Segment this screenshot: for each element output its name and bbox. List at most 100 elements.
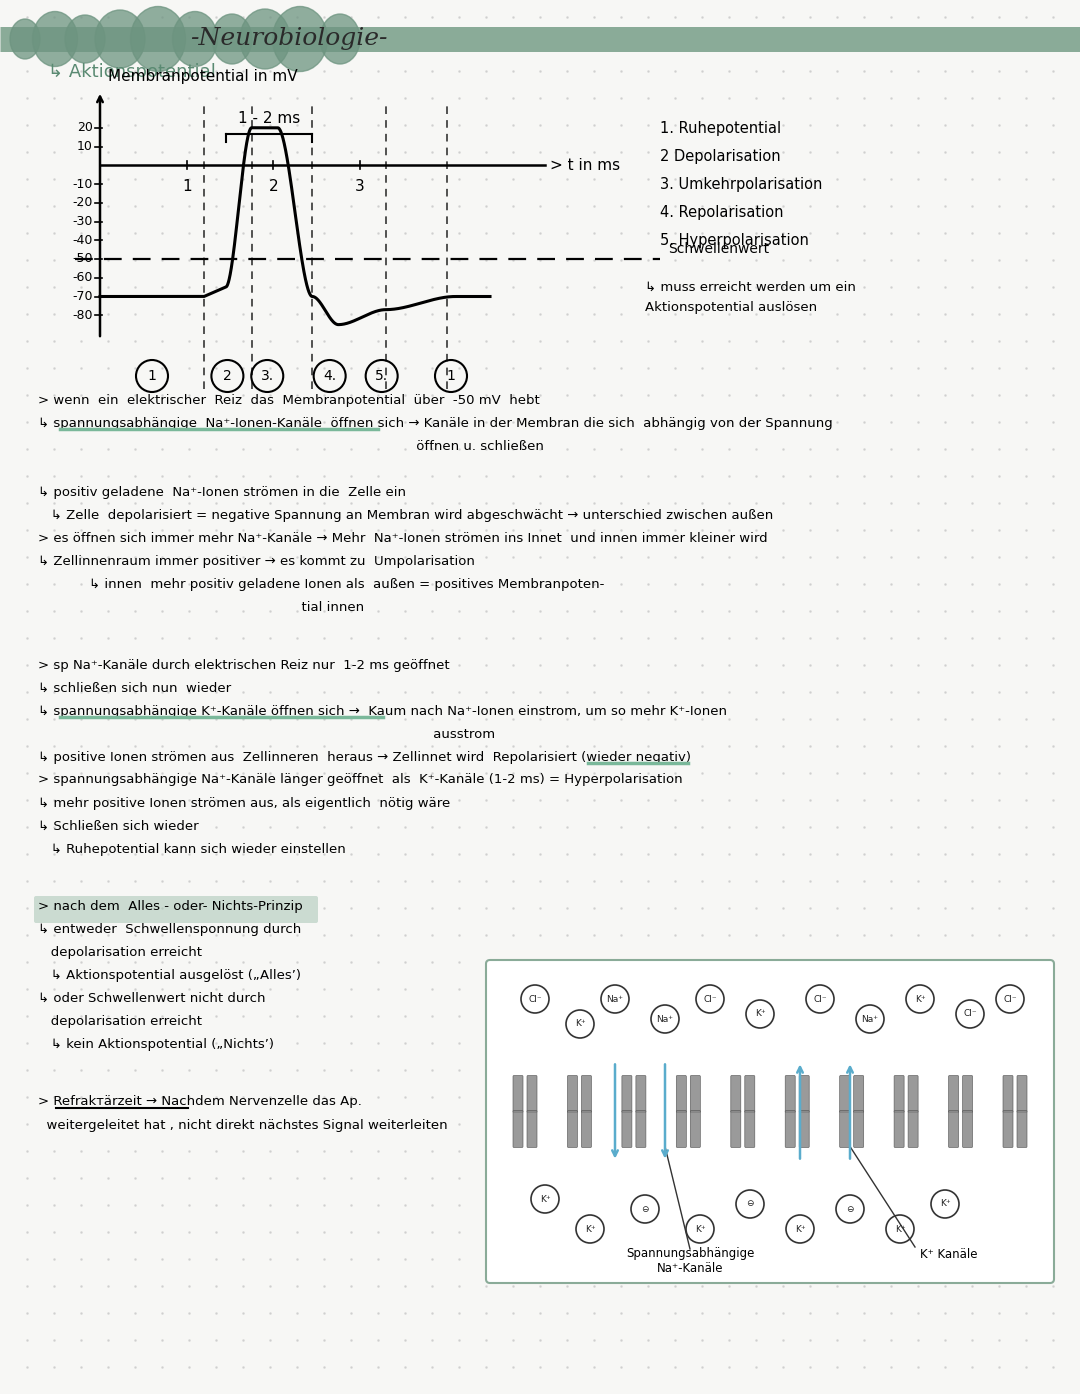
- FancyBboxPatch shape: [948, 1076, 959, 1112]
- Text: ↳ Zellinnenraum immer positiver → es kommt zu  Umpolarisation: ↳ Zellinnenraum immer positiver → es kom…: [38, 555, 475, 567]
- Text: > Refrakтärzeit → Nachdem Nervenzelle das Ap.: > Refrakтärzeit → Nachdem Nervenzelle da…: [38, 1096, 362, 1108]
- Text: K⁺ Kanäle: K⁺ Kanäle: [920, 1248, 977, 1260]
- Text: K⁺: K⁺: [584, 1224, 595, 1234]
- Text: 4.: 4.: [323, 369, 336, 383]
- Text: > wenn  ein  elektrischer  Reiz  das  Membranpotential  über  -50 mV  hebt: > wenn ein elektrischer Reiz das Membran…: [38, 395, 540, 407]
- FancyBboxPatch shape: [622, 1076, 632, 1112]
- Text: -70: -70: [72, 290, 93, 302]
- Ellipse shape: [240, 8, 291, 68]
- Text: ↳ positive Ionen strömen aus  Zellinneren  heraus → Zellinnet wird  Repolarisier: ↳ positive Ionen strömen aus Zellinneren…: [38, 750, 691, 764]
- FancyBboxPatch shape: [486, 960, 1054, 1282]
- FancyBboxPatch shape: [527, 1111, 537, 1147]
- Text: > t in ms: > t in ms: [550, 158, 620, 173]
- FancyBboxPatch shape: [908, 1076, 918, 1112]
- Ellipse shape: [173, 11, 217, 67]
- Ellipse shape: [32, 11, 78, 67]
- Text: weitergeleitet hat , nicht direkt nächstes Signal weiterleiten: weitergeleitet hat , nicht direkt nächst…: [38, 1118, 447, 1132]
- Text: K⁺: K⁺: [575, 1019, 585, 1029]
- Text: öffnen u. schließen: öffnen u. schließen: [38, 441, 544, 453]
- Ellipse shape: [10, 20, 40, 59]
- FancyBboxPatch shape: [853, 1111, 864, 1147]
- Text: ↳ positiv geladene  Na⁺-Ionen strömen in die  Zelle ein: ↳ positiv geladene Na⁺-Ionen strömen in …: [38, 487, 406, 499]
- FancyBboxPatch shape: [1003, 1111, 1013, 1147]
- FancyBboxPatch shape: [948, 1111, 959, 1147]
- Text: ⊖: ⊖: [746, 1199, 754, 1209]
- Circle shape: [531, 1185, 559, 1213]
- FancyBboxPatch shape: [33, 896, 318, 923]
- Circle shape: [631, 1195, 659, 1223]
- Text: -80: -80: [72, 308, 93, 322]
- Circle shape: [931, 1190, 959, 1218]
- FancyBboxPatch shape: [513, 1111, 523, 1147]
- Circle shape: [956, 999, 984, 1027]
- Circle shape: [686, 1216, 714, 1243]
- Text: 3.: 3.: [260, 369, 274, 383]
- Circle shape: [856, 1005, 885, 1033]
- Text: 1: 1: [446, 369, 456, 383]
- Text: Schwellenwert: Schwellenwert: [669, 243, 769, 256]
- Circle shape: [996, 986, 1024, 1013]
- Text: K⁺: K⁺: [540, 1195, 551, 1203]
- Text: -30: -30: [72, 215, 93, 229]
- Text: depolarisation erreicht: depolarisation erreicht: [38, 947, 202, 959]
- Text: tial innen: tial innen: [38, 601, 364, 613]
- Text: ↳ Ruhepotential kann sich wieder einstellen: ↳ Ruhepotential kann sich wieder einstel…: [38, 842, 346, 856]
- FancyBboxPatch shape: [513, 1076, 523, 1112]
- Text: Na⁺: Na⁺: [657, 1015, 674, 1023]
- Text: 1 - 2 ms: 1 - 2 ms: [238, 112, 300, 125]
- Circle shape: [735, 1190, 764, 1218]
- Text: ↳ entweder  Schwellensponnung durch: ↳ entweder Schwellensponnung durch: [38, 923, 301, 935]
- Text: -50: -50: [72, 252, 93, 265]
- Circle shape: [521, 986, 549, 1013]
- FancyBboxPatch shape: [636, 1076, 646, 1112]
- FancyBboxPatch shape: [745, 1111, 755, 1147]
- FancyBboxPatch shape: [785, 1076, 795, 1112]
- FancyBboxPatch shape: [962, 1111, 973, 1147]
- Text: 5. Hyperpolarisation: 5. Hyperpolarisation: [660, 234, 809, 248]
- Text: 1: 1: [148, 369, 157, 383]
- Text: Na⁺: Na⁺: [862, 1015, 878, 1023]
- Text: ↳ schließen sich nun  wieder: ↳ schließen sich nun wieder: [38, 682, 231, 694]
- Text: Cl⁻: Cl⁻: [1003, 994, 1016, 1004]
- Circle shape: [836, 1195, 864, 1223]
- FancyBboxPatch shape: [853, 1076, 864, 1112]
- Text: ausstrom: ausstrom: [38, 728, 495, 740]
- Ellipse shape: [65, 15, 105, 63]
- Text: K⁺: K⁺: [894, 1224, 905, 1234]
- Ellipse shape: [131, 7, 186, 71]
- FancyBboxPatch shape: [622, 1111, 632, 1147]
- Ellipse shape: [320, 14, 360, 64]
- Text: Cl⁻: Cl⁻: [963, 1009, 976, 1019]
- Text: > es öffnen sich immer mehr Na⁺-Kanäle → Mehr  Na⁺-Ionen strömen ins Innet  und : > es öffnen sich immer mehr Na⁺-Kanäle →…: [38, 533, 768, 545]
- Text: ↳ spannungsabhängige  Na⁺-Ionen-Kanäle  öffnen sich → Kanäle in der Membran die : ↳ spannungsabhängige Na⁺-Ionen-Kanäle öf…: [38, 417, 833, 429]
- Text: ⊖: ⊖: [847, 1204, 854, 1214]
- FancyBboxPatch shape: [799, 1076, 809, 1112]
- FancyBboxPatch shape: [1017, 1111, 1027, 1147]
- Circle shape: [566, 1011, 594, 1039]
- Text: -10: -10: [72, 177, 93, 191]
- Text: Cl⁻: Cl⁻: [528, 994, 542, 1004]
- Text: Cl⁻: Cl⁻: [703, 994, 717, 1004]
- Ellipse shape: [272, 7, 327, 71]
- Text: 4. Repolarisation: 4. Repolarisation: [660, 205, 783, 220]
- FancyBboxPatch shape: [731, 1111, 741, 1147]
- Text: > nach dem  Alles - oder- Nichts-Prinzip: > nach dem Alles - oder- Nichts-Prinzip: [38, 901, 302, 913]
- Text: Aktionspotential auslösen: Aktionspotential auslösen: [645, 301, 818, 314]
- Text: K⁺: K⁺: [694, 1224, 705, 1234]
- Text: 2 Depolarisation: 2 Depolarisation: [660, 149, 781, 164]
- Text: 1. Ruhepotential: 1. Ruhepotential: [660, 121, 781, 137]
- FancyBboxPatch shape: [690, 1076, 700, 1112]
- Text: ↳ Aktionspotential ausgelöst („Alles’): ↳ Aktionspotential ausgelöst („Alles’): [38, 969, 301, 981]
- FancyBboxPatch shape: [567, 1076, 578, 1112]
- Text: 1: 1: [181, 180, 191, 194]
- Circle shape: [806, 986, 834, 1013]
- FancyBboxPatch shape: [1003, 1076, 1013, 1112]
- FancyBboxPatch shape: [676, 1111, 686, 1147]
- Text: -40: -40: [72, 234, 93, 247]
- Text: -Neurobiologie-: -Neurobiologie-: [190, 28, 388, 50]
- Text: Cl⁻: Cl⁻: [813, 994, 827, 1004]
- FancyBboxPatch shape: [908, 1111, 918, 1147]
- Text: 3. Umkehrpolarisation: 3. Umkehrpolarisation: [660, 177, 822, 192]
- Text: ↳ Schließen sich wieder: ↳ Schließen sich wieder: [38, 820, 199, 832]
- Ellipse shape: [212, 14, 252, 64]
